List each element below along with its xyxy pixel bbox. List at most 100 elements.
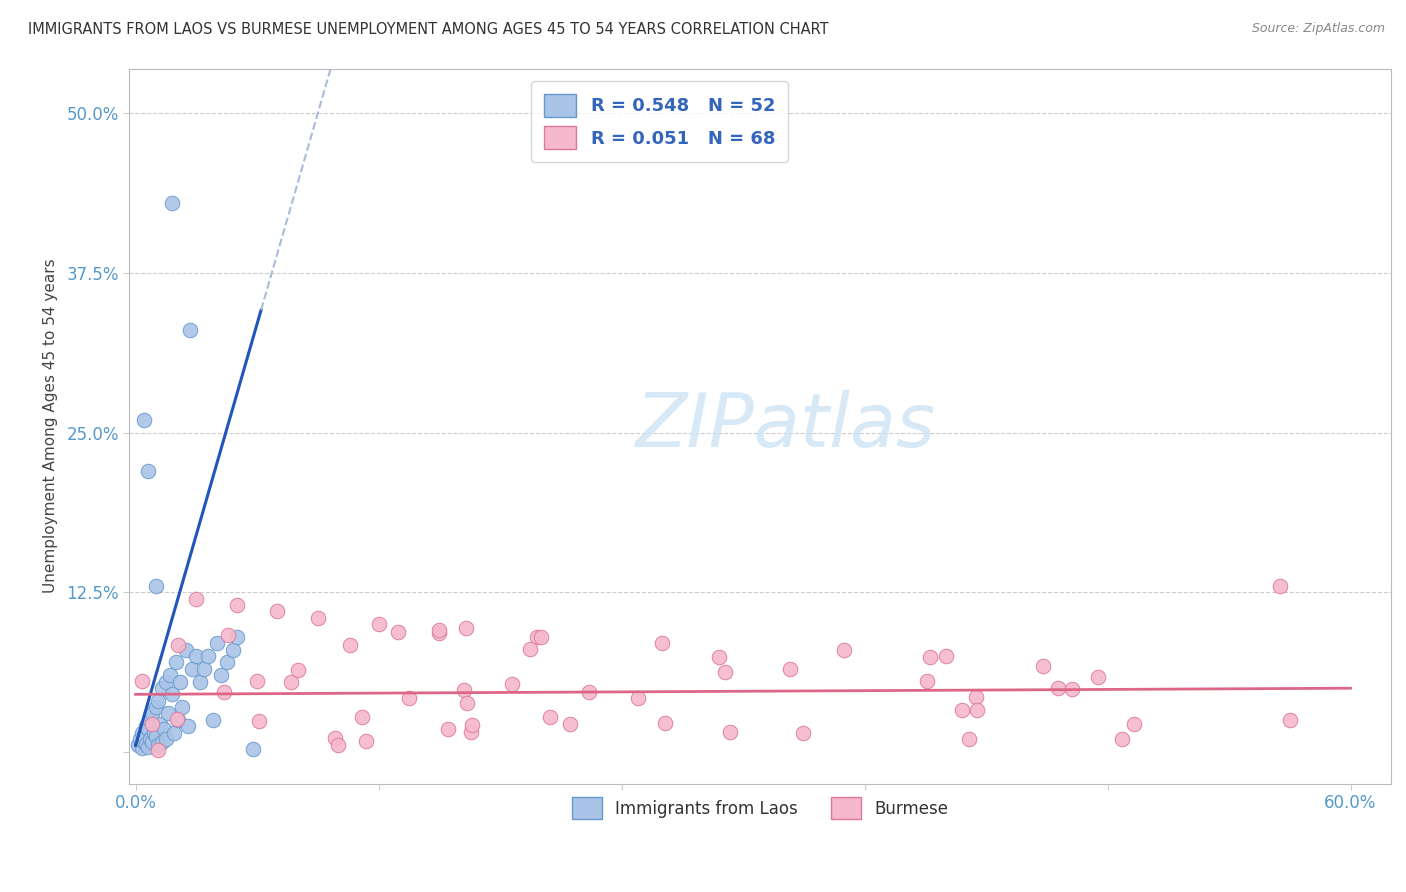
Point	[166, 712, 188, 726]
Point	[181, 662, 204, 676]
Point	[1268, 579, 1291, 593]
Point	[186, 591, 208, 606]
Point	[966, 703, 988, 717]
Point	[132, 730, 155, 744]
Point	[167, 713, 190, 727]
Point	[427, 624, 450, 638]
Point	[201, 713, 224, 727]
Point	[526, 630, 548, 644]
Point	[367, 617, 389, 632]
Point	[209, 668, 232, 682]
Point	[356, 733, 378, 747]
Point	[127, 739, 149, 753]
Point	[156, 706, 179, 721]
Point	[266, 604, 288, 618]
Point	[174, 642, 197, 657]
Point	[917, 673, 939, 688]
Point	[456, 696, 478, 710]
Point	[155, 674, 177, 689]
Point	[190, 674, 212, 689]
Point	[148, 742, 170, 756]
Point	[339, 638, 361, 652]
Point	[150, 734, 173, 748]
Point	[242, 742, 264, 756]
Point	[460, 718, 482, 732]
Point	[193, 662, 215, 676]
Point	[131, 741, 153, 756]
Point	[145, 730, 167, 744]
Point	[225, 598, 247, 612]
Point	[246, 674, 269, 689]
Point	[177, 719, 200, 733]
Text: Source: ZipAtlas.com: Source: ZipAtlas.com	[1251, 22, 1385, 36]
Point	[957, 731, 980, 746]
Point	[519, 642, 541, 657]
Point	[132, 413, 155, 427]
Point	[920, 650, 942, 665]
Point	[247, 714, 270, 728]
Point	[950, 703, 973, 717]
Point	[166, 638, 188, 652]
Text: IMMIGRANTS FROM LAOS VS BURMESE UNEMPLOYMENT AMONG AGES 45 TO 54 YEARS CORRELATI: IMMIGRANTS FROM LAOS VS BURMESE UNEMPLOY…	[28, 22, 828, 37]
Point	[141, 734, 163, 748]
Point	[398, 691, 420, 706]
Point	[792, 726, 814, 740]
Point	[205, 636, 228, 650]
Point	[1122, 716, 1144, 731]
Point	[529, 630, 551, 644]
Point	[145, 579, 167, 593]
Point	[832, 642, 855, 657]
Point	[160, 195, 183, 210]
Point	[627, 690, 650, 705]
Point	[131, 725, 153, 739]
Point	[454, 621, 477, 635]
Text: ZIPatlas: ZIPatlas	[636, 390, 935, 462]
Point	[150, 681, 173, 695]
Point	[214, 684, 236, 698]
Point	[707, 649, 730, 664]
Point	[720, 725, 742, 739]
Point	[287, 663, 309, 677]
Point	[578, 685, 600, 699]
Point	[215, 656, 238, 670]
Point	[153, 722, 176, 736]
Point	[136, 722, 159, 736]
Point	[159, 668, 181, 682]
Point	[225, 630, 247, 644]
Point	[128, 732, 150, 747]
Point	[350, 710, 373, 724]
Point	[280, 675, 302, 690]
Point	[965, 690, 987, 705]
Point	[651, 636, 673, 650]
Point	[934, 648, 956, 663]
Point	[217, 628, 239, 642]
Point	[149, 716, 172, 731]
Point	[142, 725, 165, 739]
Point	[146, 739, 169, 753]
Point	[453, 683, 475, 698]
Point	[560, 717, 582, 731]
Point	[779, 662, 801, 676]
Point	[186, 648, 208, 663]
Point	[714, 665, 737, 679]
Point	[307, 610, 329, 624]
Point	[501, 677, 523, 691]
Point	[387, 624, 409, 639]
Point	[1046, 681, 1069, 696]
Point	[163, 725, 186, 739]
Point	[1060, 681, 1083, 696]
Point	[135, 719, 157, 733]
Point	[141, 706, 163, 721]
Point	[538, 709, 561, 723]
Point	[654, 715, 676, 730]
Point	[139, 713, 162, 727]
Point	[179, 323, 201, 337]
Point	[1111, 731, 1133, 746]
Point	[222, 642, 245, 657]
Point	[141, 716, 163, 731]
Point	[326, 738, 349, 752]
Point	[323, 731, 346, 746]
Point	[165, 656, 187, 670]
Legend: Immigrants from Laos, Burmese: Immigrants from Laos, Burmese	[565, 790, 955, 825]
Point	[460, 725, 482, 739]
